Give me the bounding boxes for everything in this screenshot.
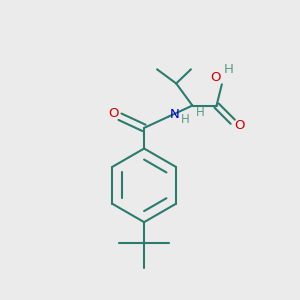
Text: H: H (196, 106, 205, 119)
Text: H: H (224, 63, 233, 76)
Text: N: N (169, 108, 179, 121)
Text: O: O (210, 71, 220, 84)
Text: O: O (234, 119, 244, 132)
Text: O: O (108, 107, 119, 120)
Text: H: H (181, 113, 190, 126)
